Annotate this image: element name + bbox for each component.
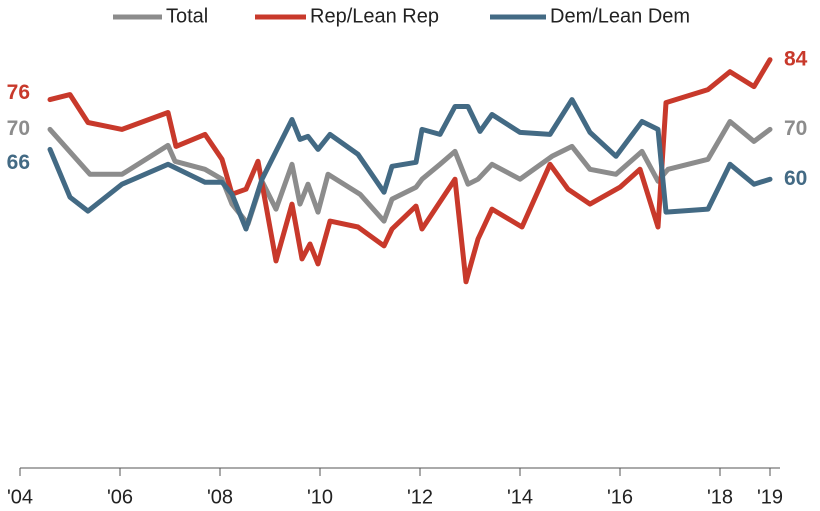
x-tick-label: '18 (707, 486, 733, 508)
x-tick-label: '06 (107, 486, 133, 508)
line-series (47, 97, 773, 232)
x-tick-label: '16 (607, 486, 633, 508)
start-label: 70 (7, 117, 30, 140)
x-tick-label: '12 (407, 486, 433, 508)
x-tick-label: '08 (207, 486, 233, 508)
line-series (47, 57, 773, 285)
legend-label: Total (166, 5, 208, 27)
legend-label: Dem/Lean Dem (550, 5, 690, 27)
x-tick-label: '10 (307, 486, 333, 508)
legend-label: Rep/Lean Rep (310, 5, 439, 27)
x-tick-label: '19 (757, 486, 783, 508)
end-label: 70 (784, 117, 807, 140)
x-tick-label: '04 (7, 486, 33, 508)
start-label: 66 (7, 151, 30, 174)
start-label: 76 (7, 81, 30, 104)
end-label: 60 (784, 167, 807, 190)
x-tick-label: '14 (507, 486, 533, 508)
end-label: 84 (784, 47, 808, 70)
